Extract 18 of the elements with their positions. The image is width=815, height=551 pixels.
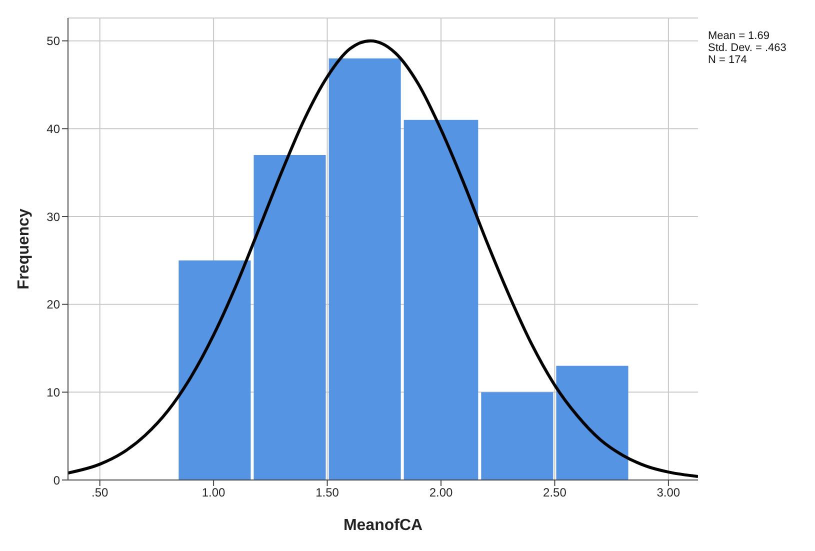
x-tick-label: 1.00 xyxy=(202,486,226,500)
text: Std. Dev. = .463 xyxy=(708,42,786,54)
x-tick-label: 1.50 xyxy=(316,486,340,500)
x-tick-label: 2.50 xyxy=(543,486,567,500)
y-tick-label: 0 xyxy=(53,473,60,488)
x-tick-label: 3.00 xyxy=(656,486,680,500)
y-tick-label: 30 xyxy=(46,210,60,224)
x-axis-title: MeanofCA xyxy=(343,517,423,534)
x-tick-label: 2.00 xyxy=(429,486,453,500)
text: N = 174 xyxy=(708,54,748,66)
y-tick-label: 10 xyxy=(46,385,60,400)
line-series xyxy=(68,39,698,478)
x-tick-label: .50 xyxy=(91,486,109,500)
y-axis-title: Frequency xyxy=(16,208,33,290)
y-tick-label: 50 xyxy=(46,34,60,48)
y-tick-label: 40 xyxy=(46,122,60,136)
text: Mean = 1.69 xyxy=(708,30,770,42)
y-tick-label: 20 xyxy=(46,298,60,312)
